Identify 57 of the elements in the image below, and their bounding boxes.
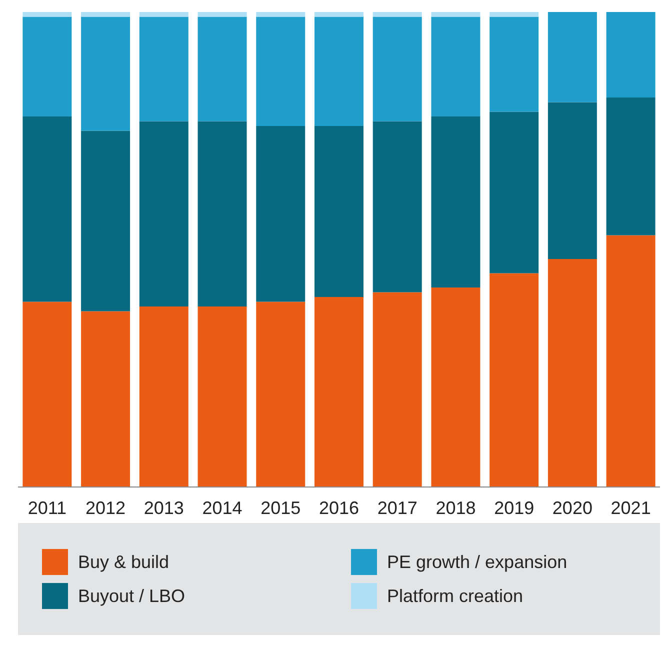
bar: [22, 116, 72, 302]
bar: [490, 16, 539, 112]
bar: [139, 12, 188, 17]
bar: [548, 102, 597, 259]
bar: [198, 121, 247, 306]
x-tick-label: 2018: [436, 498, 476, 518]
bar: [256, 302, 306, 487]
bar: [81, 130, 130, 312]
bar: [314, 16, 364, 126]
bar: [81, 12, 130, 17]
bar: [606, 98, 656, 236]
bar: [256, 12, 306, 17]
x-tick-label: 2014: [202, 498, 242, 518]
bar: [431, 12, 480, 17]
legend-label: Buy & build: [78, 552, 170, 572]
x-tick-label: 2021: [610, 498, 651, 518]
bar: [606, 235, 656, 487]
bar: [372, 12, 422, 17]
bar: [81, 16, 130, 131]
x-tick-label: 2019: [494, 498, 534, 518]
bar: [198, 16, 247, 122]
legend-label: Buyout / LBO: [78, 586, 186, 606]
x-tick-label: 2013: [144, 498, 184, 518]
bar: [81, 311, 130, 487]
bar: [22, 12, 72, 17]
bar: [198, 306, 247, 487]
bar: [198, 12, 247, 17]
bar: [139, 121, 188, 306]
bar: [139, 306, 188, 487]
bar: [314, 126, 364, 297]
bar: [548, 12, 597, 102]
bar: [490, 112, 539, 274]
bar: [548, 259, 597, 487]
x-tick-label: 2016: [318, 498, 360, 518]
bar: [372, 292, 422, 487]
bar: [22, 16, 72, 116]
legend-label: PE growth / expansion: [387, 552, 568, 572]
bar: [431, 16, 480, 116]
bar: [139, 16, 188, 122]
bar: [490, 273, 539, 487]
x-tick-label: 2017: [377, 498, 418, 518]
bar: [372, 16, 422, 122]
bar: [256, 126, 306, 302]
bar: [314, 12, 364, 17]
x-tick-label: 2012: [86, 498, 126, 518]
bar: [606, 12, 656, 98]
bar: [431, 288, 480, 487]
bar: [490, 12, 539, 17]
legend-label: Platform creation: [387, 586, 524, 606]
x-tick-label: 2015: [260, 498, 301, 518]
x-tick-label: 2011: [28, 498, 67, 518]
bar: [431, 116, 480, 288]
bar: [22, 302, 72, 487]
bar: [256, 16, 306, 126]
bar: [372, 121, 422, 292]
x-tick-label: 2020: [552, 498, 592, 518]
bar: [314, 297, 364, 487]
